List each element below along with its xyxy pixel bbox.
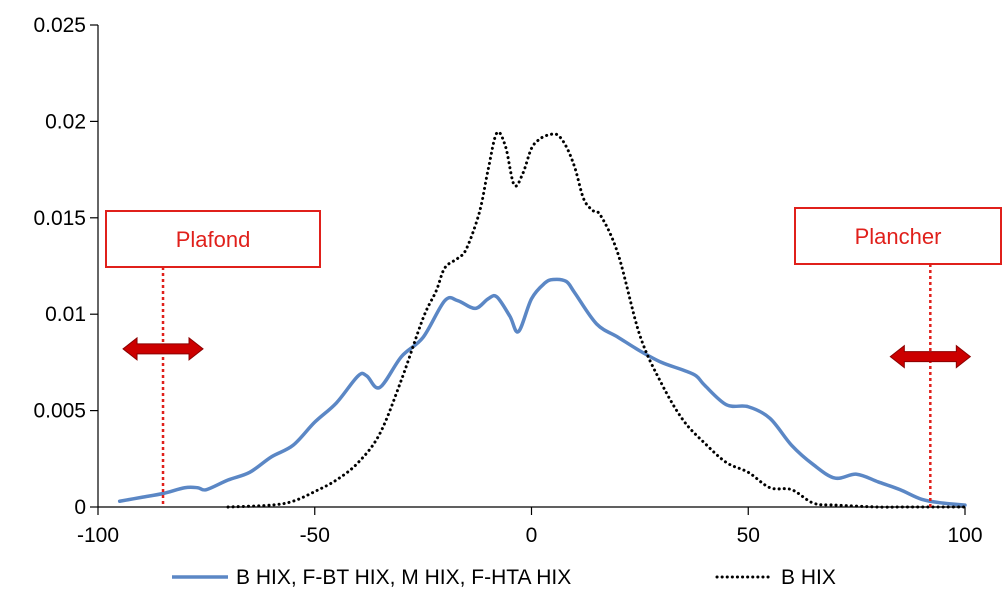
series-line-all-indices <box>117 277 967 507</box>
legend-label-b-hix: B HIX <box>781 566 836 589</box>
plancher-label: Plancher <box>855 224 942 249</box>
plafond-double-arrow-icon <box>122 336 204 361</box>
axes: 0 0.005 0.01 0.015 0.02 0.025 -100 -50 0 50 100 <box>33 14 982 547</box>
y-tick-label: 0.015 <box>33 207 86 230</box>
x-tick-label: 100 <box>947 524 982 547</box>
plafond-label-box <box>105 210 321 268</box>
x-tick-label: -50 <box>300 524 330 547</box>
annotation-layer: Plafond Plancher <box>105 207 1002 507</box>
y-tick-label: 0.005 <box>33 400 86 423</box>
x-tick-label: 0 <box>526 524 538 547</box>
y-tick-label: 0.025 <box>33 14 86 37</box>
series-layer <box>117 130 967 509</box>
plancher-double-arrow-icon <box>889 344 972 369</box>
legend: B HIX, F-BT HIX, M HIX, F-HTA HIX B HIX <box>172 566 836 589</box>
legend-label-all-indices: B HIX, F-BT HIX, M HIX, F-HTA HIX <box>236 566 571 589</box>
x-tick-label: -100 <box>77 524 119 547</box>
plafond-label: Plafond <box>176 227 251 252</box>
y-tick-label: 0 <box>74 496 86 519</box>
y-tick-label: 0.02 <box>45 110 86 133</box>
x-tick-label: 50 <box>737 524 760 547</box>
series-line-b-hix <box>226 130 967 509</box>
plancher-label-box <box>794 207 1002 265</box>
y-tick-label: 0.01 <box>45 303 86 326</box>
